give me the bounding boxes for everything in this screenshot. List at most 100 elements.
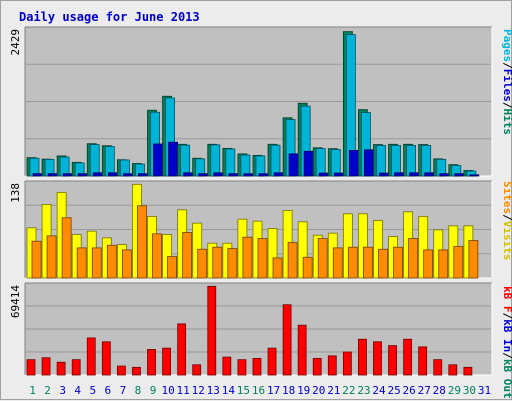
bar-sites	[106, 244, 117, 279]
bar-pages	[394, 172, 404, 177]
bar-visits	[358, 213, 368, 279]
bar-sites	[76, 247, 87, 279]
bar-visits	[297, 221, 308, 279]
bar-pages	[303, 150, 314, 177]
bar-sites	[227, 248, 238, 279]
bar-pages	[92, 172, 103, 177]
bar-pages	[243, 173, 254, 177]
bar-pages	[32, 173, 43, 177]
day-label: 6	[105, 384, 112, 397]
bar-kbytes	[373, 341, 382, 376]
bar-kbytes	[162, 347, 171, 376]
day-label: 12	[192, 384, 205, 397]
bar-sites	[61, 217, 72, 279]
day-label: 11	[177, 384, 190, 397]
day-label: 13	[207, 384, 220, 397]
bar-pages	[62, 173, 73, 177]
bar-files	[225, 148, 236, 177]
bar-sites	[332, 247, 343, 279]
bar-pages	[198, 173, 209, 177]
bar-visits	[418, 216, 429, 279]
bar-kbytes	[116, 365, 126, 376]
bar-kbytes	[101, 341, 111, 376]
day-label: 29	[448, 384, 461, 397]
bar-kbytes	[41, 357, 51, 376]
day-label: 10	[161, 384, 174, 397]
bar-sites	[363, 246, 373, 279]
bar-pages	[213, 172, 224, 177]
bar-kbytes	[448, 364, 458, 376]
bar-sites	[121, 249, 132, 279]
day-label: 24	[372, 384, 386, 397]
legend-item: /	[501, 313, 512, 320]
bar-sites	[197, 248, 208, 279]
bar-sites	[212, 246, 223, 279]
day-label: 21	[327, 384, 340, 397]
bar-sites	[378, 248, 388, 279]
bar-kbytes	[312, 357, 322, 376]
legend-item: /	[501, 352, 512, 359]
legend-item: Sites	[501, 181, 512, 214]
bar-sites	[272, 257, 283, 279]
day-label: 2	[44, 384, 51, 397]
bar-kbytes	[177, 323, 187, 376]
bar-pages	[273, 172, 284, 177]
bar-sites	[137, 205, 147, 279]
bar-files	[406, 145, 417, 177]
bar-pages	[228, 173, 239, 177]
bar-kbytes	[86, 337, 96, 376]
bar-kbytes	[433, 359, 443, 376]
bar-sites	[167, 256, 177, 279]
legend-item: kB F	[501, 286, 512, 313]
bar-pages	[318, 172, 329, 177]
bar-files	[270, 144, 281, 177]
bar-kbytes	[252, 357, 262, 376]
bar-sites	[438, 249, 449, 279]
bar-files	[104, 146, 115, 177]
bar-sites	[152, 233, 162, 279]
bar-kbytes	[463, 366, 473, 376]
legend-item: /	[501, 102, 512, 109]
bar-kbytes	[267, 347, 277, 376]
bar-sites	[91, 247, 102, 279]
bar-pages	[348, 149, 359, 177]
day-label: 9	[150, 384, 157, 397]
bar-sites	[257, 238, 268, 279]
bar-files	[315, 148, 326, 177]
bar-kbytes	[418, 346, 428, 376]
bar-kbytes	[342, 351, 352, 376]
bar-files	[421, 145, 432, 177]
bar-pages	[439, 173, 450, 177]
day-label: 27	[418, 384, 431, 397]
bar-pages	[288, 153, 299, 177]
legend-item: Files	[501, 69, 512, 102]
legend-item: /	[501, 214, 512, 221]
bar-pages	[47, 173, 58, 177]
day-label: 14	[222, 384, 236, 397]
bar-files	[180, 144, 191, 177]
day-label: 4	[74, 384, 81, 397]
bar-kbytes	[403, 338, 413, 376]
day-label: 28	[433, 384, 446, 397]
day-label: 30	[463, 384, 476, 397]
bar-sites	[423, 249, 434, 279]
bar-files	[89, 144, 100, 177]
day-label: 3	[59, 384, 66, 397]
bar-kbytes	[297, 324, 307, 376]
day-label: 20	[312, 384, 325, 397]
bar-sites	[182, 232, 193, 279]
bar-kbytes	[222, 356, 232, 376]
bar-kbytes	[327, 355, 337, 376]
bar-pages	[379, 172, 389, 177]
bar-sites	[287, 242, 298, 279]
bar-pages	[122, 173, 133, 177]
bar-files	[240, 154, 251, 177]
bar-sites	[408, 238, 419, 279]
bar-kbytes	[207, 285, 217, 376]
legend-item: kB In	[501, 319, 512, 352]
max-value-label-visits-sites: 138	[9, 183, 22, 203]
bar-kbytes	[26, 359, 36, 376]
bar-sites	[46, 235, 57, 279]
day-label: 1	[29, 384, 36, 397]
